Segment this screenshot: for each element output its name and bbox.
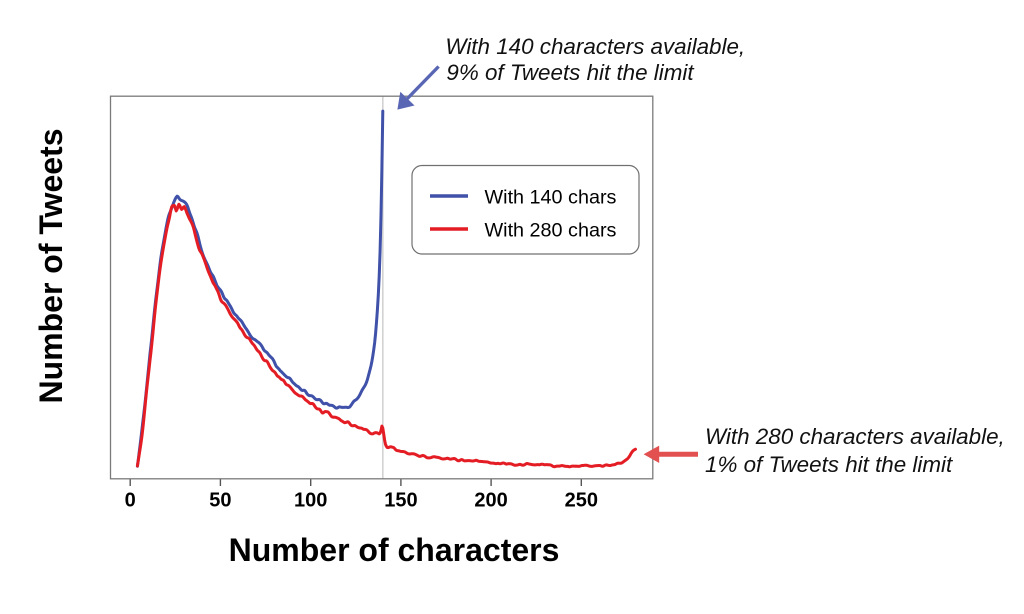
- svg-text:With 140 chars: With 140 chars: [485, 187, 617, 209]
- svg-text:1% of Tweets hit the limit: 1% of Tweets hit the limit: [705, 452, 953, 477]
- svg-text:9% of Tweets hit the limit: 9% of Tweets hit the limit: [446, 60, 694, 85]
- svg-text:0: 0: [125, 490, 136, 512]
- svg-text:150: 150: [384, 490, 417, 512]
- svg-text:100: 100: [294, 490, 327, 512]
- svg-text:200: 200: [474, 490, 507, 512]
- svg-text:With 280 characters available,: With 280 characters available,: [705, 424, 1005, 449]
- svg-text:50: 50: [209, 490, 231, 512]
- svg-text:With 280 chars: With 280 chars: [485, 220, 617, 242]
- svg-text:With 140 characters available,: With 140 characters available,: [445, 34, 745, 59]
- svg-text:250: 250: [565, 490, 598, 512]
- svg-text:Number of Tweets: Number of Tweets: [33, 129, 69, 404]
- svg-text:Number of characters: Number of characters: [229, 532, 560, 568]
